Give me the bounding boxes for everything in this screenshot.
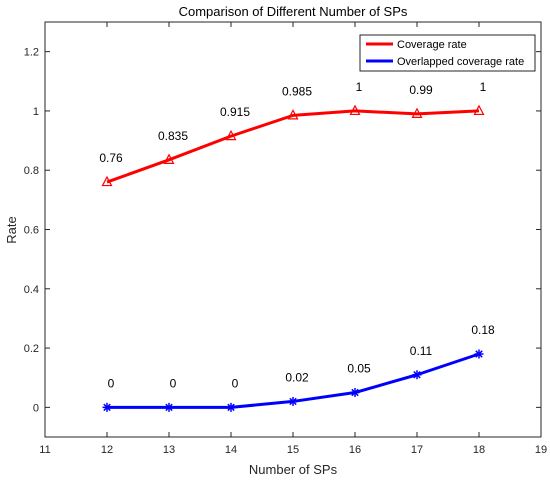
y-tick-label: 1.2 [24,47,39,59]
data-label-coverage-rate: 0.985 [282,84,312,98]
data-point-overlapped-coverage-rate [474,349,484,359]
data-label-group: 0.76 0.835 0.915 0.985 1 0.99 1 0 0 0 0.02 0.05 0.11… [99,80,495,390]
data-point-coverage-rate [349,104,361,116]
y-tick-label: 0.6 [24,225,39,237]
x-tick-label: 12 [101,444,113,456]
data-label-overlapped-coverage-rate: 0 [232,376,239,390]
x-tick-label: 15 [287,444,299,456]
data-label-overlapped-coverage-rate: 0.05 [347,362,371,376]
plot-background [45,22,541,437]
series-line-coverage-rate [106,109,480,184]
y-tick-label: 0.4 [24,284,39,296]
data-point-coverage-rate [163,153,175,164]
data-point-coverage-rate [287,109,299,120]
data-label-overlapped-coverage-rate: 0 [108,376,115,390]
x-tick-label: 14 [225,444,237,456]
x-tick-label: 16 [349,444,361,456]
legend: Coverage rate Overlapped coverage rate [359,34,536,72]
x-tick-label: 18 [473,444,485,456]
data-point-overlapped-coverage-rate [350,388,360,398]
x-tick-label: 13 [163,444,175,456]
y-tick-label: 0.2 [24,343,39,355]
data-label-overlapped-coverage-rate: 0.18 [471,323,495,337]
x-tick-label: 19 [535,444,547,456]
plot-frame [44,21,542,438]
data-point-coverage-rate [101,175,113,187]
data-point-overlapped-coverage-rate [412,370,422,380]
data-point-overlapped-coverage-rate [226,402,236,412]
x-tick-label: 11 [39,444,50,456]
data-label-coverage-rate: 1 [356,80,363,94]
data-label-overlapped-coverage-rate: 0.02 [285,370,309,384]
data-point-overlapped-coverage-rate [288,396,298,406]
data-label-coverage-rate: 1 [480,80,487,94]
data-label-coverage-rate: 0.915 [220,105,250,119]
legend-label-coverage-rate: Coverage rate [397,39,467,51]
data-point-coverage-rate [225,129,237,141]
y-axis-title: Rate [4,216,19,243]
data-label-overlapped-coverage-rate: 0.11 [410,344,433,358]
x-tick-label: 17 [411,444,423,456]
data-label-overlapped-coverage-rate: 0 [170,376,177,390]
y-tick-label: 1 [33,106,39,118]
data-point-coverage-rate [411,107,423,118]
data-label-coverage-rate: 0.99 [409,83,433,97]
data-point-overlapped-coverage-rate [164,402,174,412]
chart-title: Comparison of Different Number of SPs [179,4,408,19]
legend-label-overlapped-coverage-rate: Overlapped coverage rate [397,56,524,68]
data-label-coverage-rate: 0.76 [99,151,123,165]
x-axis-title: Number of SPs [249,462,338,477]
series-group [101,104,485,412]
y-tick-label: 0 [33,402,39,414]
data-label-coverage-rate: 0.835 [158,129,188,143]
data-point-overlapped-coverage-rate [102,402,112,412]
y-tick-label: 0.8 [24,165,39,177]
legend-box [359,34,536,72]
data-point-coverage-rate [473,104,485,116]
